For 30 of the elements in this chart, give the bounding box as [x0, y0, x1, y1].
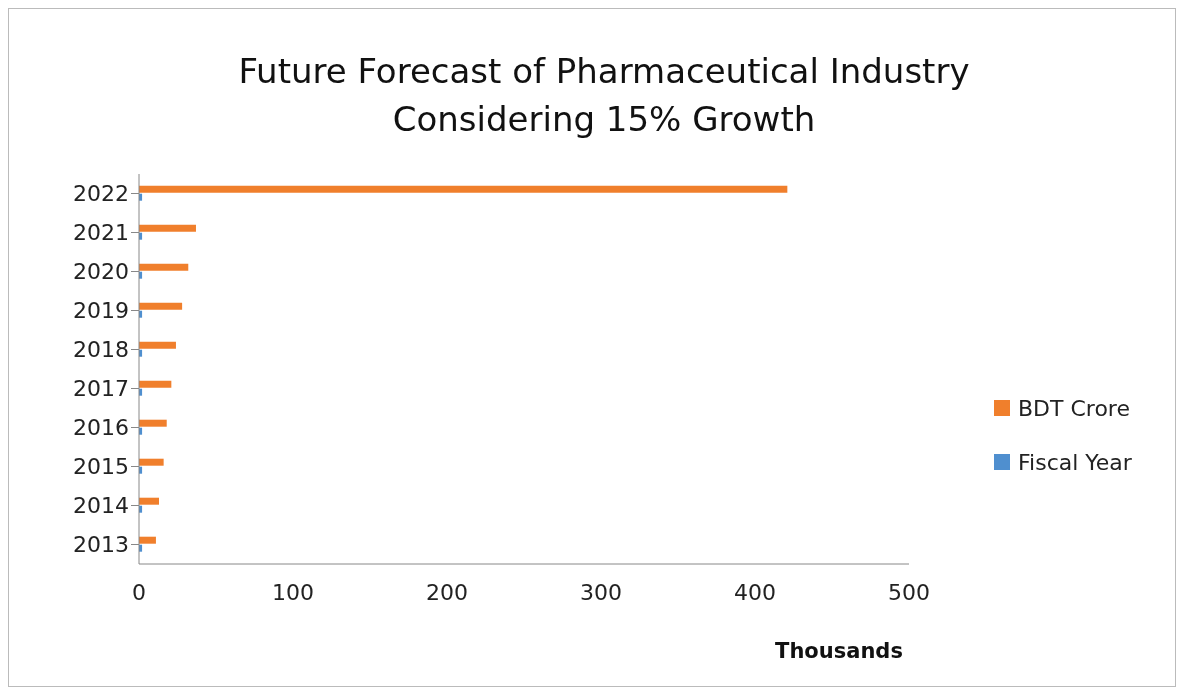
x-tick-label: 100 [272, 579, 314, 605]
bar [139, 497, 160, 505]
bar [139, 302, 183, 310]
y-tick-label: 2017 [73, 376, 129, 402]
y-tick-label: 2013 [73, 532, 129, 558]
x-tick-label: 0 [132, 579, 146, 605]
bar [139, 224, 196, 232]
legend-label: BDT Crore [1018, 395, 1130, 421]
x-tick-label: 500 [888, 579, 930, 605]
chart-title: Future Forecast of Pharmaceutical Industry Considering 15% Growth [237, 50, 971, 141]
x-tick-label: 400 [734, 579, 776, 605]
bar [139, 536, 156, 544]
bar [139, 380, 172, 388]
y-tick-label: 2020 [73, 259, 129, 285]
y-tick-label: 2018 [73, 337, 129, 363]
y-tick-label: 2016 [73, 415, 129, 441]
y-tick-label: 2021 [73, 220, 129, 246]
x-tick-label: 300 [580, 579, 622, 605]
y-tick-label: 2014 [73, 493, 129, 519]
bar [139, 185, 788, 193]
bar [139, 341, 176, 349]
bar [139, 419, 167, 427]
legend-label: Fiscal Year [1018, 449, 1132, 475]
x-axis-title: Thousands [774, 639, 904, 663]
bar [139, 263, 189, 271]
y-tick-label: 2019 [73, 298, 129, 324]
y-tick-label: 2022 [73, 181, 129, 207]
bar [139, 458, 164, 466]
y-tick-label: 2015 [73, 454, 129, 480]
x-tick-label: 200 [426, 579, 468, 605]
